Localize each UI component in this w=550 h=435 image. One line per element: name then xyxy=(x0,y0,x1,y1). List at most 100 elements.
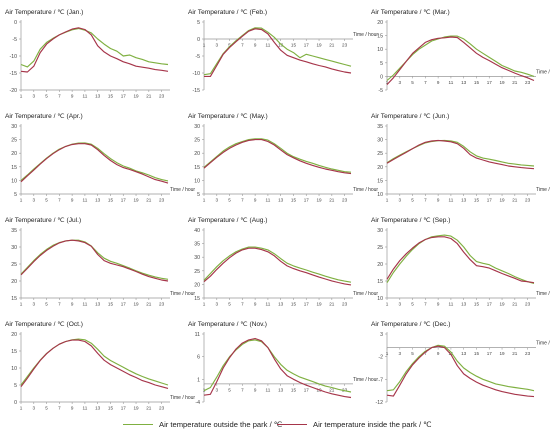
x-tick-label: 1 xyxy=(203,198,206,203)
x-tick-label: 13 xyxy=(278,302,284,307)
y-tick-label: -5 xyxy=(378,88,383,94)
x-tick-label: 9 xyxy=(437,351,440,356)
series-line-inside xyxy=(204,28,352,77)
x-tick-label: 7 xyxy=(58,94,61,99)
y-tick-label: -10 xyxy=(10,54,18,60)
y-tick-label: -15 xyxy=(10,71,18,77)
x-tick-label: 5 xyxy=(45,94,48,99)
x-tick-label: 23 xyxy=(342,387,348,392)
series-line-outside xyxy=(203,339,352,393)
x-tick-label: 11 xyxy=(266,302,271,307)
legend-item-inside: Air temperature inside the park / ℃ xyxy=(277,417,432,431)
y-tick-label: 1 xyxy=(197,377,200,383)
y-tick-label: 3 xyxy=(380,332,383,338)
x-tick-label: 17 xyxy=(304,387,310,392)
x-tick-label: 13 xyxy=(461,80,467,85)
y-tick-label: 5 xyxy=(14,192,17,198)
y-tick-label: -5 xyxy=(12,37,17,43)
x-tick-label: 11 xyxy=(83,94,88,99)
x-tick-label: 7 xyxy=(241,387,244,392)
x-tick-label: 5 xyxy=(45,198,48,203)
x-axis-label: Time / hour xyxy=(170,395,195,401)
y-tick-label: 5 xyxy=(380,61,383,67)
y-tick-label: 40 xyxy=(194,228,200,234)
panel-title: Air Temperature / ℃ (Mar.) xyxy=(371,9,450,16)
x-tick-label: 7 xyxy=(424,302,427,307)
x-tick-label: 17 xyxy=(121,94,127,99)
x-tick-label: 21 xyxy=(146,302,152,307)
x-axis-label: Time / hour xyxy=(536,341,550,347)
series-line-inside xyxy=(20,143,169,184)
x-tick-label: 17 xyxy=(121,302,127,307)
x-tick-label: 3 xyxy=(399,80,402,85)
y-tick-label: -12 xyxy=(376,400,384,406)
x-tick-label: 1 xyxy=(386,302,389,307)
x-tick-label: 9 xyxy=(437,302,440,307)
panel-title: Air Temperature / ℃ (Feb.) xyxy=(188,9,267,16)
y-tick-label: 25 xyxy=(194,138,200,144)
y-tick-label: -7 xyxy=(378,377,383,383)
series-line-inside xyxy=(203,247,352,286)
x-tick-label: 21 xyxy=(512,351,518,356)
x-tick-label: 17 xyxy=(304,198,310,203)
y-tick-label: 35 xyxy=(194,242,200,248)
x-tick-label: 15 xyxy=(474,80,480,85)
x-tick-label: 1 xyxy=(20,406,23,411)
series-line-inside xyxy=(20,239,169,282)
x-tick-label: 5 xyxy=(411,80,414,85)
x-tick-label: 5 xyxy=(228,302,231,307)
y-tick-label: 15 xyxy=(377,34,383,40)
x-tick-label: 21 xyxy=(146,94,152,99)
x-tick-label: 3 xyxy=(33,406,36,411)
x-tick-label: 15 xyxy=(108,94,114,99)
x-tick-label: 21 xyxy=(329,198,335,203)
x-tick-label: 7 xyxy=(424,80,427,85)
x-tick-label: 15 xyxy=(108,302,114,307)
x-tick-label: 19 xyxy=(133,94,139,99)
series-line-outside xyxy=(203,246,352,283)
x-tick-label: 7 xyxy=(241,302,244,307)
series-line-inside xyxy=(203,337,352,399)
x-tick-label: 5 xyxy=(228,198,231,203)
x-tick-label: 19 xyxy=(499,302,505,307)
panel-title: Air Temperature / ℃ (Jun.) xyxy=(371,113,449,120)
x-tick-label: 1 xyxy=(386,198,389,203)
x-tick-label: 1 xyxy=(386,351,389,356)
x-tick-label: 9 xyxy=(254,198,257,203)
series-line-inside xyxy=(20,27,169,73)
x-tick-label: 7 xyxy=(241,198,244,203)
x-tick-label: 7 xyxy=(241,43,244,48)
x-tick-label: 11 xyxy=(83,406,88,411)
series-line-outside xyxy=(203,138,352,173)
x-tick-label: 1 xyxy=(203,302,206,307)
x-tick-label: 11 xyxy=(266,387,271,392)
x-tick-label: 17 xyxy=(487,351,493,356)
series-line-outside xyxy=(20,239,169,280)
x-tick-label: 3 xyxy=(399,351,402,356)
y-tick-label: 15 xyxy=(11,296,17,302)
legend-label-inside: Air temperature inside the park / ℃ xyxy=(313,419,432,429)
x-tick-label: 9 xyxy=(437,198,440,203)
series-line-outside xyxy=(386,234,535,284)
y-tick-label: 11 xyxy=(195,332,200,338)
x-tick-label: 3 xyxy=(216,302,219,307)
y-tick-label: 25 xyxy=(377,245,383,251)
series-line-inside xyxy=(386,36,535,85)
y-tick-label: -4 xyxy=(195,400,200,406)
x-tick-label: 9 xyxy=(254,387,257,392)
x-tick-label: 13 xyxy=(278,198,284,203)
y-tick-label: 25 xyxy=(377,151,383,157)
y-tick-label: 10 xyxy=(11,178,17,184)
x-tick-label: 21 xyxy=(329,387,335,392)
y-tick-label: 20 xyxy=(194,151,200,157)
x-tick-label: 23 xyxy=(159,198,165,203)
series-line-inside xyxy=(386,345,535,398)
legend-swatch-outside xyxy=(123,423,153,425)
y-tick-label: 10 xyxy=(377,296,383,302)
y-tick-label: 20 xyxy=(11,332,17,338)
